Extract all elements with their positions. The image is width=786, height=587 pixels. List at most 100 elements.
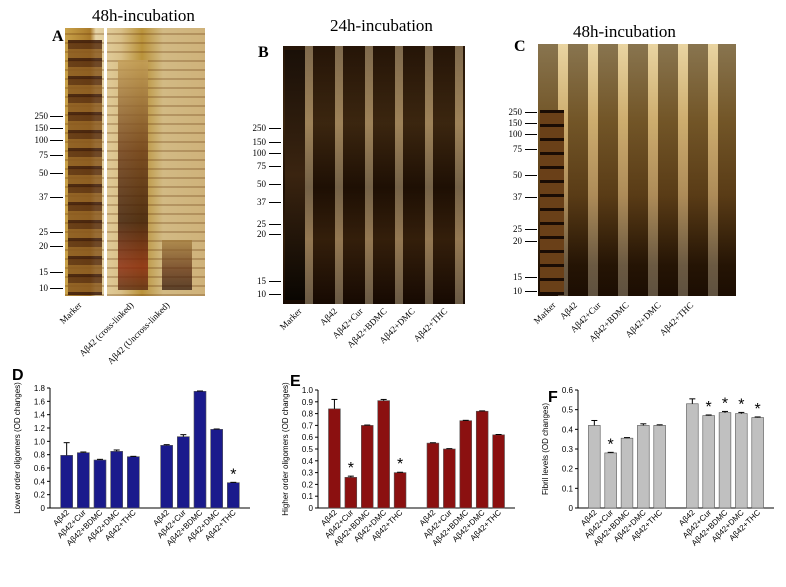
y-tick-label: 0.3 [302,469,314,478]
bar [588,425,601,509]
bar [686,403,699,509]
y-tick-label: 0.2 [302,480,314,489]
bar [210,429,223,509]
mw-label: 75 [513,144,522,154]
bar [637,425,650,509]
mw-label: 20 [513,236,522,246]
panel-letter: E [290,373,301,390]
y-axis-title: Fibril levels (OD changes) [541,403,550,495]
panel-b-letter: B [258,44,269,61]
y-tick-label: 0.7 [302,421,314,430]
bar [751,417,764,509]
significance-marker: * [608,436,614,453]
bar [328,408,341,509]
mw-label: 25 [39,227,48,237]
y-tick-label: 1.8 [34,384,46,393]
bar [344,477,358,509]
bar [160,445,173,509]
bar [426,442,440,509]
significance-marker: * [348,460,354,477]
y-axis-title: Lower order oligomers (OD changes) [13,382,22,514]
bar [459,420,472,509]
y-tick-label: 0.4 [302,457,314,466]
y-tick-label: 0.1 [562,484,574,493]
panel-a-title: 48h-incubation [92,6,195,25]
y-tick-label: 0.5 [562,406,574,415]
mw-label: 150 [508,118,523,128]
panel-a-letter: A [52,28,64,45]
bar [735,413,748,509]
bar [443,448,456,509]
panel-c-gel-image [538,44,736,296]
mw-label: 50 [39,168,48,178]
mw-label: 20 [257,229,266,239]
bar [93,459,107,509]
significance-marker: * [706,399,712,416]
bar [77,452,90,509]
bar [110,451,123,509]
mw-label: 15 [39,267,48,277]
bar [718,412,732,509]
y-tick-label: 0.8 [34,451,46,460]
panel-b-title: 24h-incubation [330,16,433,35]
y-tick-label: 0.2 [562,465,574,474]
y-tick-label: 1.6 [34,397,46,406]
mw-label: 10 [39,283,48,293]
bar [604,452,617,509]
panel-c-title: 48h-incubation [573,22,676,41]
y-tick-label: 0.3 [562,445,574,454]
mw-label: 10 [257,289,266,299]
mw-label: 250 [508,107,523,117]
panel-b-gel-image [283,46,465,304]
bar [702,415,715,509]
bar [361,425,374,509]
mw-label: 75 [257,161,266,171]
y-tick-label: 0.4 [34,477,46,486]
panel-letter: F [548,389,558,406]
mw-label: 50 [513,170,522,180]
significance-marker: * [230,466,236,483]
mw-label: 37 [513,192,522,202]
significance-marker: * [755,401,761,418]
y-tick-label: 1.2 [34,424,46,433]
y-tick-label: 0.4 [562,425,574,434]
bar [393,472,407,509]
mw-label: 100 [508,129,523,139]
panel-a-uncrosslinked-band [162,240,192,290]
y-tick-label: 0.6 [302,433,314,442]
y-tick-label: 0.6 [34,464,46,473]
mw-label: 37 [257,197,266,207]
panel-a-lane-divider [104,28,107,296]
bar [60,455,73,509]
mw-label: 37 [39,192,48,202]
significance-marker: * [397,456,403,473]
panel-letter: D [12,367,24,384]
y-tick-label: 0.2 [34,491,46,500]
panel-a-marker-lane [68,40,102,295]
bar [475,410,489,509]
mw-label: 100 [252,148,267,158]
mw-label: 25 [513,224,522,234]
mw-label: 25 [257,219,266,229]
bar [653,425,666,509]
bar [620,437,634,509]
y-axis-title: Higher order oligomers (OD changes) [281,382,290,516]
mw-label: 75 [39,150,48,160]
bar [227,482,240,509]
mw-label: 15 [257,276,266,286]
mw-label: 15 [513,272,522,282]
mw-label: 250 [252,123,267,133]
bar [127,456,140,509]
y-tick-label: 0 [569,504,574,513]
bar [377,400,390,509]
y-tick-label: 1.0 [34,437,46,446]
y-tick-label: 0 [41,504,46,513]
y-tick-label: 0.5 [302,445,314,454]
bar [177,436,190,509]
panel-c-marker-lane [540,110,564,295]
y-tick-label: 0 [309,504,314,513]
mw-label: 20 [39,241,48,251]
